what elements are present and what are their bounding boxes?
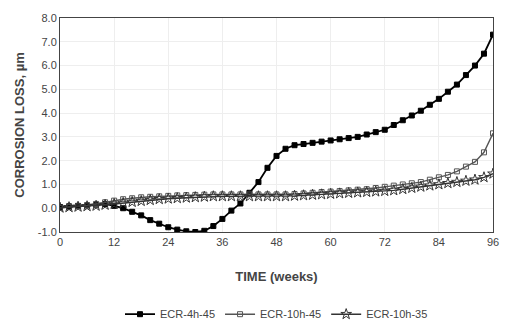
svg-text:TIME (weeks): TIME (weeks) [235,269,317,284]
svg-text:12: 12 [108,236,120,248]
svg-text:0.0: 0.0 [42,202,57,214]
svg-text:CORROSION LOSS, µm: CORROSION LOSS, µm [12,52,27,197]
svg-text:48: 48 [270,236,282,248]
svg-text:60: 60 [325,236,337,248]
svg-text:3.0: 3.0 [42,131,57,143]
svg-text:2.0: 2.0 [42,155,57,167]
svg-text:96: 96 [487,236,499,248]
svg-text:7.0: 7.0 [42,36,57,48]
svg-text:8.0: 8.0 [42,12,57,24]
svg-text:1.0: 1.0 [42,178,57,190]
svg-text:-1.0: -1.0 [38,226,57,238]
svg-text:ECR-10h-45: ECR-10h-45 [260,308,321,320]
svg-text:4.0: 4.0 [42,107,57,119]
svg-text:72: 72 [379,236,391,248]
svg-text:36: 36 [216,236,228,248]
svg-text:0: 0 [57,236,63,248]
svg-text:5.0: 5.0 [42,83,57,95]
svg-text:6.0: 6.0 [42,59,57,71]
svg-text:24: 24 [162,236,174,248]
svg-text:ECR-4h-45: ECR-4h-45 [160,308,215,320]
svg-text:84: 84 [433,236,445,248]
svg-text:ECR-10h-35: ECR-10h-35 [366,308,427,320]
